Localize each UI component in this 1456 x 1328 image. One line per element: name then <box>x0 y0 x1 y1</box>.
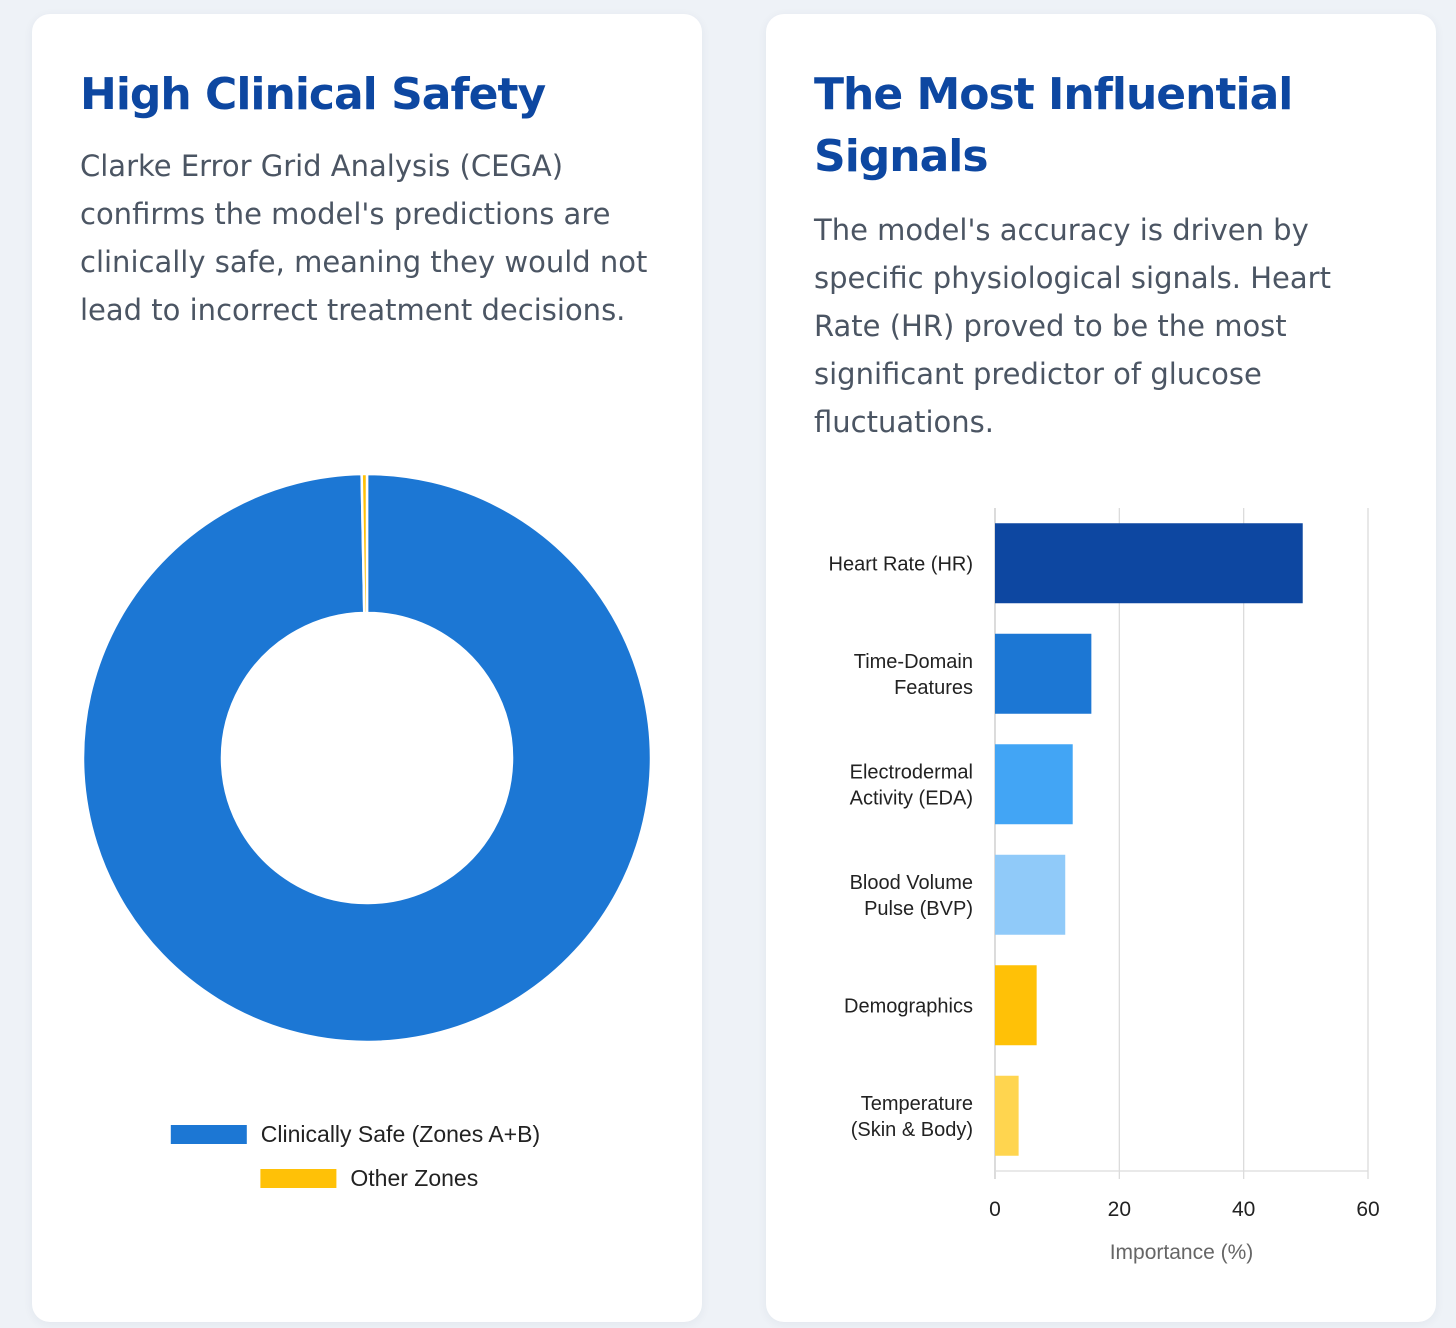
x-axis-title: Importance (%) <box>1110 1241 1254 1264</box>
bar-4[interactable] <box>995 854 1066 935</box>
doughnut-legend: Clinically Safe (Zones A+B) Other Zones <box>170 1121 540 1191</box>
category-label-3-line-2: Activity (EDA) <box>850 787 973 809</box>
bar-5[interactable] <box>995 965 1037 1046</box>
doughnut-slice-1[interactable] <box>81 472 653 1044</box>
feature-importance-bar-chart: Heart Rate (HR) Time-Domain Features Electr… <box>829 508 1380 1264</box>
influential-signals-description: The model's accuracy is driven by specif… <box>814 213 1331 439</box>
category-label-4-line-2: Pulse (BVP) <box>864 898 973 920</box>
legend-swatch-2 <box>260 1169 337 1188</box>
doughnut-slice-2[interactable] <box>360 472 369 615</box>
category-label-6-line-2: (Skin & Body) <box>851 1119 973 1141</box>
x-tick-label-20: 20 <box>1108 1198 1131 1221</box>
legend-label-2[interactable]: Other Zones <box>350 1165 478 1191</box>
clinical-safety-title: High Clinical Safety <box>80 69 546 120</box>
category-label-5: Demographics <box>844 995 973 1017</box>
x-tick-label-40: 40 <box>1232 1198 1255 1221</box>
x-tick-label-60: 60 <box>1356 1198 1379 1221</box>
legend-label-1[interactable]: Clinically Safe (Zones A+B) <box>261 1121 540 1147</box>
bar-2[interactable] <box>995 633 1092 714</box>
category-label-2-line-2: Features <box>894 677 973 699</box>
category-label-6-line-1: Temperature <box>861 1093 973 1115</box>
x-tick-label-0: 0 <box>989 1198 1001 1221</box>
bar-6[interactable] <box>995 1075 1019 1156</box>
influential-signals-title: The Most Influential Signals <box>814 69 1293 182</box>
category-label-1: Heart Rate (HR) <box>829 553 973 575</box>
bar-3[interactable] <box>995 744 1073 825</box>
bar-tick-labels: 0 20 40 60 <box>989 1198 1380 1221</box>
clinical-safety-card: High Clinical Safety Clarke Error Grid A… <box>32 14 702 1322</box>
category-label-3-line-1: Electrodermal <box>850 761 973 783</box>
doughnut-slices <box>81 472 653 1044</box>
influential-signals-card: The Most Influential Signals The model's… <box>766 14 1436 1322</box>
cega-doughnut-chart: Clinically Safe (Zones A+B) Other Zones <box>81 472 653 1191</box>
category-label-4-line-1: Blood Volume <box>850 872 973 894</box>
legend-swatch-1 <box>170 1125 247 1144</box>
bar-gridlines <box>994 508 1369 1179</box>
bar-axis-title: Importance (%) <box>1110 1241 1254 1264</box>
bar-bars <box>995 523 1303 1156</box>
clinical-safety-description: Clarke Error Grid Analysis (CEGA) confir… <box>80 149 648 327</box>
bar-category-labels: Heart Rate (HR) Time-Domain Features Electr… <box>829 553 973 1141</box>
bar-1[interactable] <box>995 523 1303 604</box>
category-label-2-line-1: Time-Domain <box>854 651 973 673</box>
